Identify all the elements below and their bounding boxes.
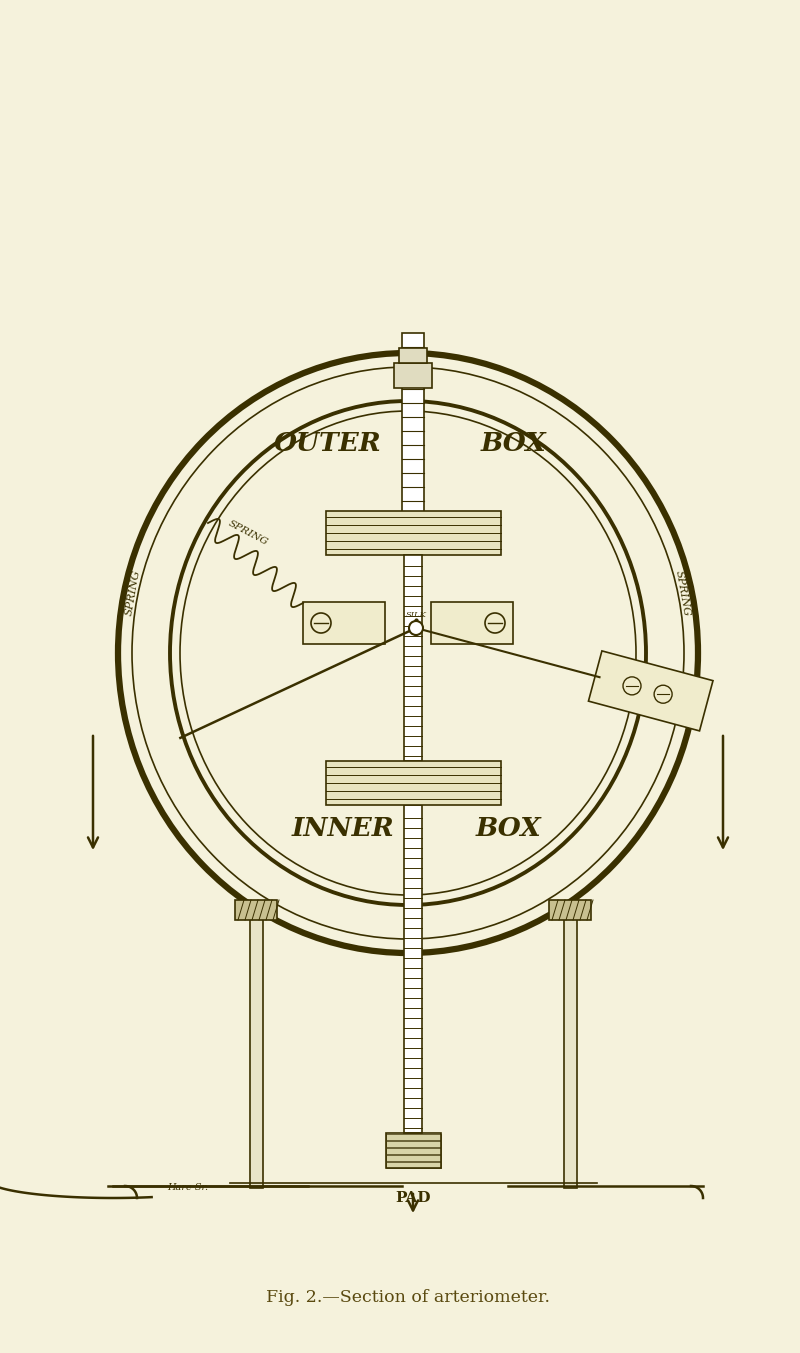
Text: BOX: BOX [480, 430, 546, 456]
Bar [386, 1134, 441, 1141]
Polygon shape [402, 524, 424, 555]
Bar [386, 1155, 441, 1161]
Text: SPRING: SPRING [124, 570, 142, 617]
Bar [386, 1147, 441, 1154]
Text: BOX: BOX [475, 816, 541, 840]
Bar [399, 348, 427, 363]
Bar [386, 1132, 441, 1168]
Bar [235, 900, 277, 920]
Text: SILK: SILK [406, 612, 426, 620]
Text: SPRING: SPRING [674, 570, 692, 617]
Bar [326, 760, 501, 805]
Circle shape [409, 621, 423, 635]
Text: OUTER: OUTER [274, 430, 382, 456]
Polygon shape [589, 651, 713, 731]
Bar [386, 1141, 441, 1147]
Text: Hare Sr.: Hare Sr. [167, 1184, 209, 1192]
Bar [250, 911, 262, 1188]
Bar [402, 333, 424, 524]
Bar [563, 911, 577, 1188]
Bar [404, 805, 422, 1132]
Text: SPRING: SPRING [226, 518, 270, 547]
Text: PAD: PAD [395, 1191, 430, 1206]
Bar [386, 1162, 441, 1168]
Bar [404, 555, 422, 760]
Bar [326, 511, 501, 555]
Bar [394, 363, 432, 388]
Bar [303, 602, 385, 644]
Bar [549, 900, 591, 920]
Bar [431, 602, 513, 644]
Text: INNER: INNER [292, 816, 394, 840]
Text: Fig. 2.—Section of arteriometer.: Fig. 2.—Section of arteriometer. [266, 1289, 550, 1307]
